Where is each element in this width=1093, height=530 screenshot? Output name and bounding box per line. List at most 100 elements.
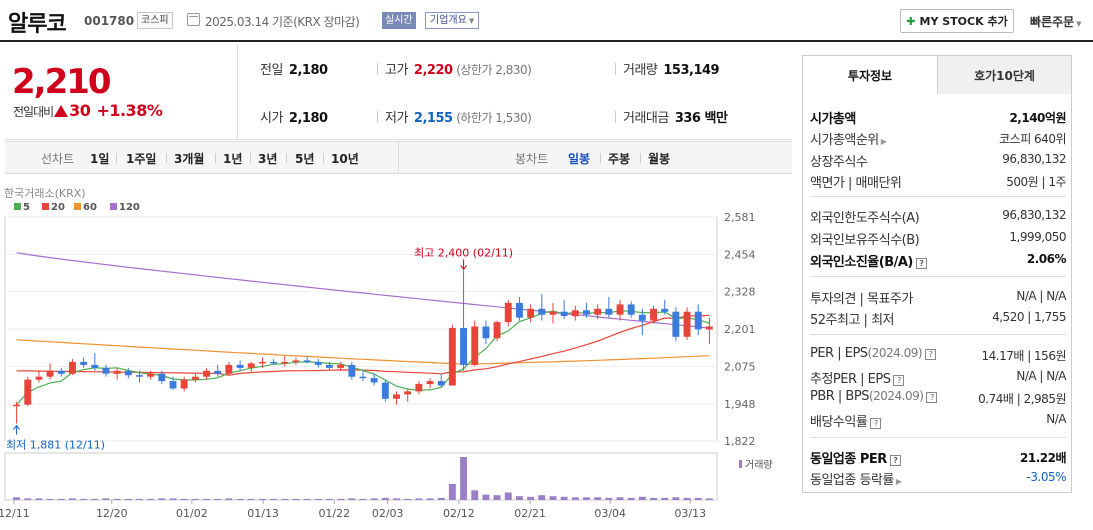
tab-3m[interactable]: 3개월 — [174, 152, 205, 166]
volume-bar — [359, 498, 367, 500]
x-tick-label: 01/13 — [247, 507, 279, 520]
price-change: 전일대비 30 +1.38% — [13, 101, 163, 120]
est-per-label-wrap: 추정PER | EPS? — [810, 368, 905, 387]
quick-order-button[interactable]: 빠른주문 ▼ — [1030, 13, 1082, 30]
x-tick-label: 01/02 — [176, 507, 208, 520]
legend-swatch — [42, 203, 49, 210]
volume-legend-label: 거래량 — [745, 459, 773, 471]
tab-monthly[interactable]: 월봉 — [648, 152, 671, 166]
market-cap-label: 시가총액 — [810, 112, 856, 127]
cap-rank-label-wrap[interactable]: 시가총액순위 ▶ — [810, 129, 887, 148]
tab-order-book[interactable]: 호가10단계 — [938, 56, 1071, 94]
volume-bar — [214, 498, 222, 500]
candle-body — [348, 364, 356, 377]
candle-body — [158, 373, 166, 382]
add-mystock-button[interactable]: ✚ MY STOCK 추가 — [900, 9, 1014, 33]
high-value: 2,220 — [413, 63, 453, 78]
stock-header: 알루코 001780 코스피 2025.03.14 기준(KRX 장마감) 실시… — [0, 0, 1093, 42]
help-icon[interactable]: ? — [925, 349, 937, 360]
help-icon[interactable]: ? — [889, 455, 901, 466]
candle-body — [616, 304, 624, 315]
volume-bar — [169, 498, 177, 500]
volume-bar — [571, 497, 579, 500]
pbr-value: 0.74배 | 2,985원 — [978, 392, 1066, 406]
tab-10y[interactable]: 10년 — [331, 152, 359, 166]
high-annotation: 최고 2,400 (02/11) — [414, 246, 513, 259]
volume-bar — [482, 494, 490, 500]
upper-limit: (상한가 2,830) — [456, 63, 532, 77]
help-icon[interactable]: ? — [893, 375, 905, 386]
candle-body — [203, 370, 210, 377]
candle-body — [493, 322, 501, 339]
trade-amount: 거래대금 336 백만 — [623, 107, 728, 126]
volume-bar — [393, 498, 400, 500]
divider — [377, 111, 378, 123]
foreign-ratio-label-wrap: 외국인소진율(B/A)? — [810, 251, 927, 270]
candle-body — [437, 381, 445, 386]
info-tabs: 투자정보 호가10단계 — [803, 56, 1071, 94]
open-value: 2,180 — [288, 111, 328, 126]
tab-1d[interactable]: 1일 — [90, 152, 110, 166]
volume-bar — [158, 498, 166, 500]
line-chart-group: 선차트 — [41, 152, 75, 166]
low-value: 2,155 — [413, 111, 453, 126]
legend-swatch — [14, 203, 21, 210]
candle-body — [482, 326, 490, 339]
help-icon[interactable]: ? — [870, 418, 882, 429]
volume-bar — [292, 498, 300, 500]
volume-bar — [247, 498, 255, 500]
candle-body — [393, 394, 400, 399]
volume-bar — [549, 496, 557, 500]
volume-bar — [91, 498, 99, 500]
sector-rate-label-wrap[interactable]: 동일업종 등락률 ▶ — [810, 469, 902, 488]
candle-body — [236, 364, 244, 368]
change-value: 30 — [69, 101, 91, 120]
corp-overview-label: 기업개요 — [430, 15, 467, 26]
foreign-ratio-row: 외국인소진율(B/A)? 2.06% — [810, 249, 1067, 270]
candle-body — [705, 326, 713, 330]
tab-1w[interactable]: 1주일 — [126, 152, 157, 166]
open-price: 시가 2,180 — [260, 107, 328, 126]
chevron-right-icon: ▶ — [895, 477, 902, 486]
ma-line-120 — [16, 252, 710, 329]
low-label: 저가 — [385, 111, 408, 126]
week52-label: 52주최고 | 최저 — [810, 313, 895, 328]
candle-body — [538, 308, 546, 315]
foreign-ratio-value: 2.06% — [1026, 252, 1067, 266]
volume-bar — [191, 498, 199, 500]
corp-overview-button[interactable]: 기업개요 ▼ — [425, 12, 480, 29]
volume-bar — [583, 497, 590, 500]
ma-line-60 — [16, 339, 710, 365]
low-price: 저가 2,155 (하한가 1,530) — [385, 107, 532, 126]
volume-bar — [683, 497, 691, 500]
tab-daily[interactable]: 일봉 — [568, 152, 591, 166]
tab-weekly[interactable]: 주봉 — [608, 152, 631, 166]
low-annotation: 최저 1,881 (12/11) — [6, 439, 105, 452]
volume-legend-swatch — [739, 460, 742, 468]
volume-bar — [705, 498, 713, 500]
help-icon[interactable]: ? — [915, 258, 927, 269]
volume-bar — [24, 498, 32, 500]
volume-bar — [460, 457, 467, 500]
cap-rank-value: 코스피 640위 — [999, 132, 1066, 146]
volume-bar — [348, 498, 356, 500]
tab-investment-info[interactable]: 투자정보 — [803, 56, 938, 94]
candle-body — [326, 364, 333, 368]
help-icon[interactable]: ? — [926, 392, 938, 403]
volume-bar — [516, 496, 523, 500]
volume-bar — [594, 497, 602, 500]
x-tick-label: 12/20 — [96, 507, 128, 520]
y-tick-label: 2,328 — [724, 286, 756, 299]
x-tick-label: 02/21 — [514, 507, 546, 520]
volume-bar — [471, 490, 479, 500]
candle-body — [214, 370, 222, 374]
volume-bar — [370, 498, 378, 500]
pbr-label: PBR | BPS — [810, 389, 869, 404]
high-price: 고가 2,220 (상한가 2,830) — [385, 59, 532, 78]
high-arrow-head — [460, 265, 467, 271]
par-label: 액면가 | 매매단위 — [810, 176, 902, 191]
candle-body — [504, 302, 512, 323]
tab-1y[interactable]: 1년 — [223, 152, 243, 166]
tab-5y[interactable]: 5년 — [295, 152, 315, 166]
tab-3y[interactable]: 3년 — [258, 152, 278, 166]
